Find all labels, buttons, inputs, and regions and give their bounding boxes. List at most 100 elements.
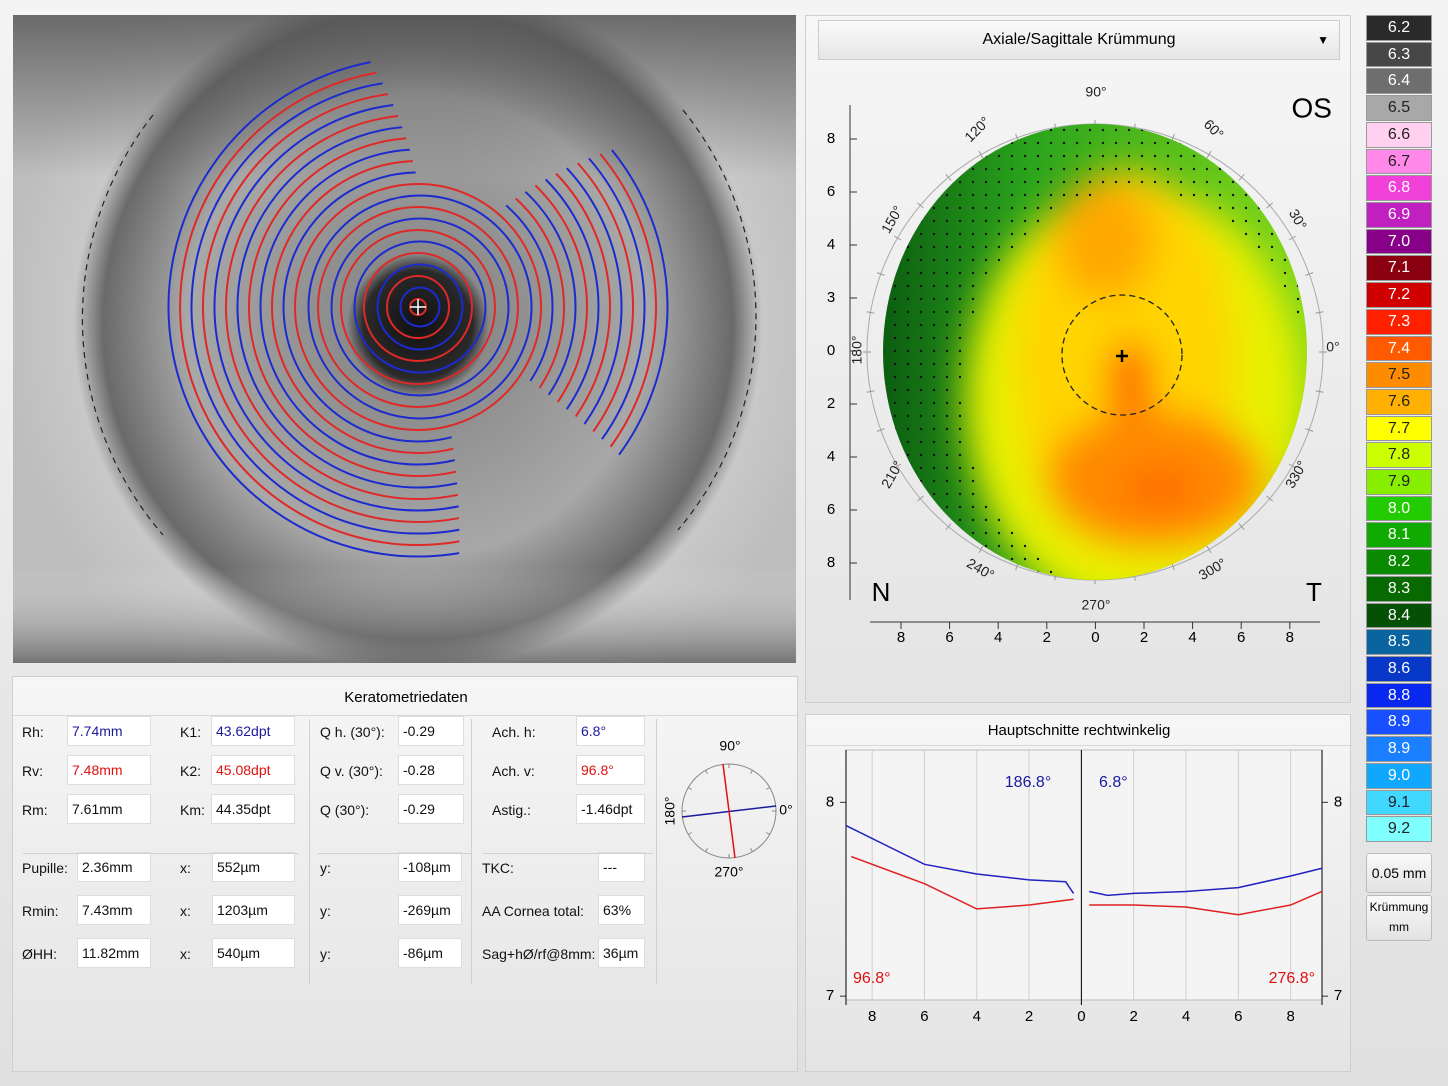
dial-tick: [1266, 495, 1274, 502]
scale-label: 7.7: [1387, 419, 1411, 437]
map-dot: [1127, 154, 1131, 158]
field-label: TKC:: [482, 860, 514, 876]
map-dot: [932, 414, 936, 418]
map-dot: [919, 505, 923, 509]
map-dot: [1283, 492, 1287, 496]
map-dot: [919, 297, 923, 301]
dial-tick: [876, 272, 885, 276]
map-dot: [919, 453, 923, 457]
map-dot: [971, 297, 975, 301]
dropdown-arrow: ▼: [1317, 33, 1329, 47]
scale-label: 8.2: [1387, 553, 1411, 571]
map-dot: [893, 180, 897, 184]
map-dot: [919, 349, 923, 353]
map-dot: [1283, 284, 1287, 288]
map-dot: [1075, 128, 1079, 132]
map-dot: [1270, 128, 1274, 132]
scale-label: 8.5: [1387, 633, 1411, 651]
map-dot: [1257, 245, 1261, 249]
map-dot: [1218, 167, 1222, 171]
scale-label: 7.4: [1387, 339, 1411, 357]
map-dot: [958, 492, 962, 496]
map-dot: [893, 154, 897, 158]
step-button[interactable]: 0.05 mm: [1366, 853, 1432, 893]
scale-swatch: 6.9: [1366, 201, 1432, 228]
map-dot: [1296, 284, 1300, 288]
map-dot: [1023, 180, 1027, 184]
y-tick-label: 8: [827, 130, 835, 147]
map-dot: [1244, 232, 1248, 236]
map-dot: [1231, 141, 1235, 145]
map-dot: [958, 180, 962, 184]
map-dot: [932, 232, 936, 236]
x-tick-label: 4: [994, 629, 1002, 646]
map-dot: [958, 258, 962, 262]
dial-label: 90°: [719, 738, 740, 754]
map-dot: [919, 232, 923, 236]
map-dot: [1283, 154, 1287, 158]
dial-tick: [1305, 428, 1314, 432]
map-dot: [1270, 232, 1274, 236]
map-dot: [1023, 154, 1027, 158]
map-dot: [1075, 167, 1079, 171]
map-dot: [945, 336, 949, 340]
map-dot: [1257, 219, 1261, 223]
map-dot: [919, 180, 923, 184]
map-dot: [906, 310, 910, 314]
map-dot: [1270, 193, 1274, 197]
map-dot: [906, 362, 910, 366]
map-dot: [1218, 180, 1222, 184]
map-dot: [1166, 141, 1170, 145]
map-dot: [893, 297, 897, 301]
map-dot: [1257, 180, 1261, 184]
map-dot: [932, 440, 936, 444]
map-dot: [932, 362, 936, 366]
map-dot: [1114, 167, 1118, 171]
map-dot: [971, 531, 975, 535]
map-type-dropdown[interactable]: Axiale/Sagittale Krümmung ▼: [818, 20, 1340, 60]
scale-label: 8.8: [1387, 686, 1411, 704]
unit-button[interactable]: Krümmung mm: [1366, 895, 1432, 941]
map-dot: [1101, 167, 1105, 171]
map-dot: [997, 570, 1001, 574]
angle-label: 90°: [1085, 84, 1106, 100]
separator: [23, 853, 298, 854]
map-dot: [906, 128, 910, 132]
map-dot: [1296, 258, 1300, 262]
map-dot: [945, 154, 949, 158]
map-dot: [1023, 141, 1027, 145]
field-value: 7.48mm: [67, 755, 151, 785]
map-dot: [932, 375, 936, 379]
map-dot: [1062, 128, 1066, 132]
map-dot: [906, 570, 910, 574]
map-dot: [1010, 557, 1014, 561]
map-dot: [1179, 154, 1183, 158]
x-tick-label: 2: [1043, 629, 1051, 646]
map-dot: [1101, 128, 1105, 132]
map-dot: [1218, 206, 1222, 210]
y-tick-label: 6: [827, 501, 835, 518]
map-dot: [1010, 180, 1014, 184]
map-dot: [1192, 141, 1196, 145]
map-dot: [919, 531, 923, 535]
dial-tick: [945, 523, 952, 531]
map-dot: [1062, 141, 1066, 145]
placido-ring: [363, 252, 473, 362]
map-dot: [1231, 206, 1235, 210]
map-dot: [984, 167, 988, 171]
map-dot: [984, 245, 988, 249]
field-label: Rh:: [22, 724, 44, 740]
scale-label: 7.6: [1387, 392, 1411, 410]
map-dot: [1127, 167, 1131, 171]
map-dot: [1283, 271, 1287, 275]
map-dot: [1283, 544, 1287, 548]
map-dot: [1244, 167, 1248, 171]
map-dot: [1036, 206, 1040, 210]
map-dot: [945, 453, 949, 457]
eye-side: OS: [1292, 92, 1332, 123]
map-dot: [1296, 310, 1300, 314]
map-dot: [945, 427, 949, 431]
map-dot: [958, 232, 962, 236]
scale-label: 6.9: [1387, 205, 1411, 223]
map-dot: [1075, 141, 1079, 145]
